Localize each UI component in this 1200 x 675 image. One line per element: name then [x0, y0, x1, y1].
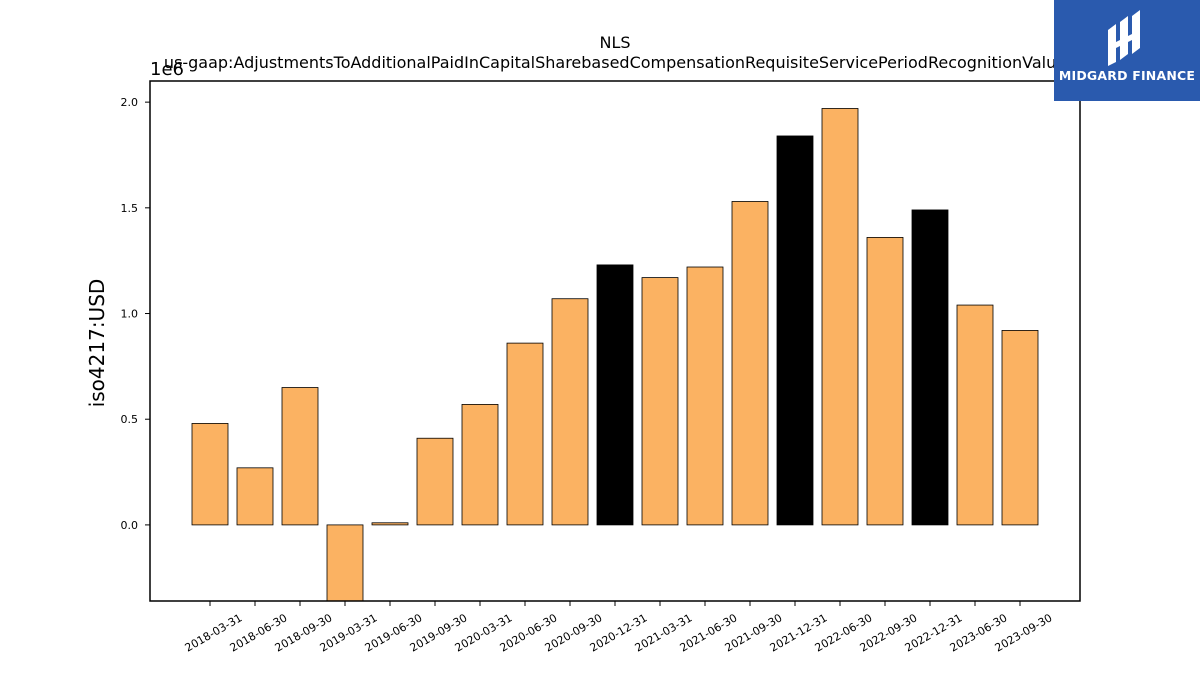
bar-2019-06-30 [371, 522, 409, 526]
bar-2018-03-31 [191, 423, 229, 526]
y-tick-label: 1.5 [121, 202, 139, 215]
y-tick-label: 2.0 [121, 96, 139, 109]
bar-2021-12-31 [776, 135, 814, 526]
y-axis-label: iso4217:USD [85, 279, 109, 408]
bar-2022-06-30 [821, 108, 859, 526]
bar-2018-09-30 [281, 387, 319, 526]
logo-mark-icon [1108, 10, 1140, 66]
y-tick-label: 0.0 [121, 519, 139, 532]
bar-2019-09-30 [416, 437, 454, 526]
bar-2021-09-30 [731, 201, 769, 526]
midgard-finance-logo: MIDGARD FINANCE [1054, 0, 1200, 101]
y-tick-label: 1.0 [121, 308, 139, 321]
bar-2020-12-31 [596, 264, 634, 526]
y-offset-label: 1e6 [150, 59, 184, 80]
logo-text: MIDGARD FINANCE [1058, 68, 1196, 83]
bar-2023-09-30 [1001, 330, 1039, 526]
bar-2020-09-30 [551, 298, 589, 526]
plot-area: 0.00.51.01.52.02018-03-312018-06-302018-… [121, 96, 1055, 654]
bar-2022-12-31 [911, 209, 949, 526]
bar-2021-03-31 [641, 277, 679, 526]
bar-2020-06-30 [506, 342, 544, 526]
plot-frame [149, 80, 1081, 602]
chart-title: NLS [599, 33, 630, 52]
bar-2019-03-31 [326, 524, 364, 602]
chart-subtitle: us-gaap:AdjustmentsToAdditionalPaidInCap… [164, 53, 1066, 72]
bar-2020-03-31 [461, 404, 499, 526]
bar-2018-06-30 [236, 467, 274, 526]
bar-2023-06-30 [956, 304, 994, 526]
bar-2022-09-30 [866, 237, 904, 526]
bar-2021-06-30 [686, 266, 724, 526]
y-tick-label: 0.5 [121, 413, 139, 426]
